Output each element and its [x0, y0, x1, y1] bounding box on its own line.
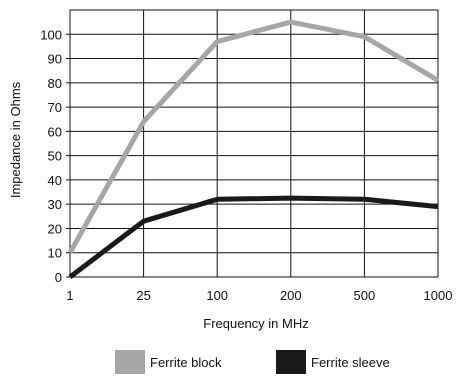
y-axis-ticks: 0 10 20 30 40 50 60 70 80 90 100	[40, 27, 62, 285]
legend-swatch	[115, 350, 145, 374]
series-line-ferrite-block	[67, 19, 440, 254]
y-tick-label: 0	[55, 270, 62, 285]
y-tick-label: 20	[48, 221, 62, 236]
x-tick-label: 1000	[424, 288, 453, 303]
legend-label: Ferrite block	[150, 355, 222, 370]
legend-label: Ferrite sleeve	[311, 355, 390, 370]
y-tick-label: 40	[48, 173, 62, 188]
x-axis-label: Frequency in MHz	[203, 316, 308, 331]
x-axis-ticks: 1 25 100 200 500 1000	[66, 288, 452, 303]
x-tick-label: 1	[66, 288, 73, 303]
y-tick-label: 50	[48, 149, 62, 164]
y-tick-label: 60	[48, 124, 62, 139]
legend: Ferrite block Ferrite sleeve	[115, 350, 390, 374]
x-tick-label: 500	[354, 288, 376, 303]
x-tick-label: 100	[206, 288, 228, 303]
y-tick-label: 80	[48, 76, 62, 91]
y-tick-label: 90	[48, 52, 62, 67]
series-line-ferrite-sleeve	[68, 195, 439, 279]
x-tick-label: 25	[136, 288, 150, 303]
grid	[66, 9, 439, 278]
x-tick-label: 200	[280, 288, 302, 303]
y-tick-label: 30	[48, 197, 62, 212]
y-tick-label: 100	[40, 27, 62, 42]
y-tick-label: 70	[48, 100, 62, 115]
series-lines	[67, 19, 440, 279]
y-tick-label: 10	[48, 246, 62, 261]
legend-swatch	[276, 350, 306, 374]
y-axis-label: Impedance in Ohms	[8, 81, 23, 198]
